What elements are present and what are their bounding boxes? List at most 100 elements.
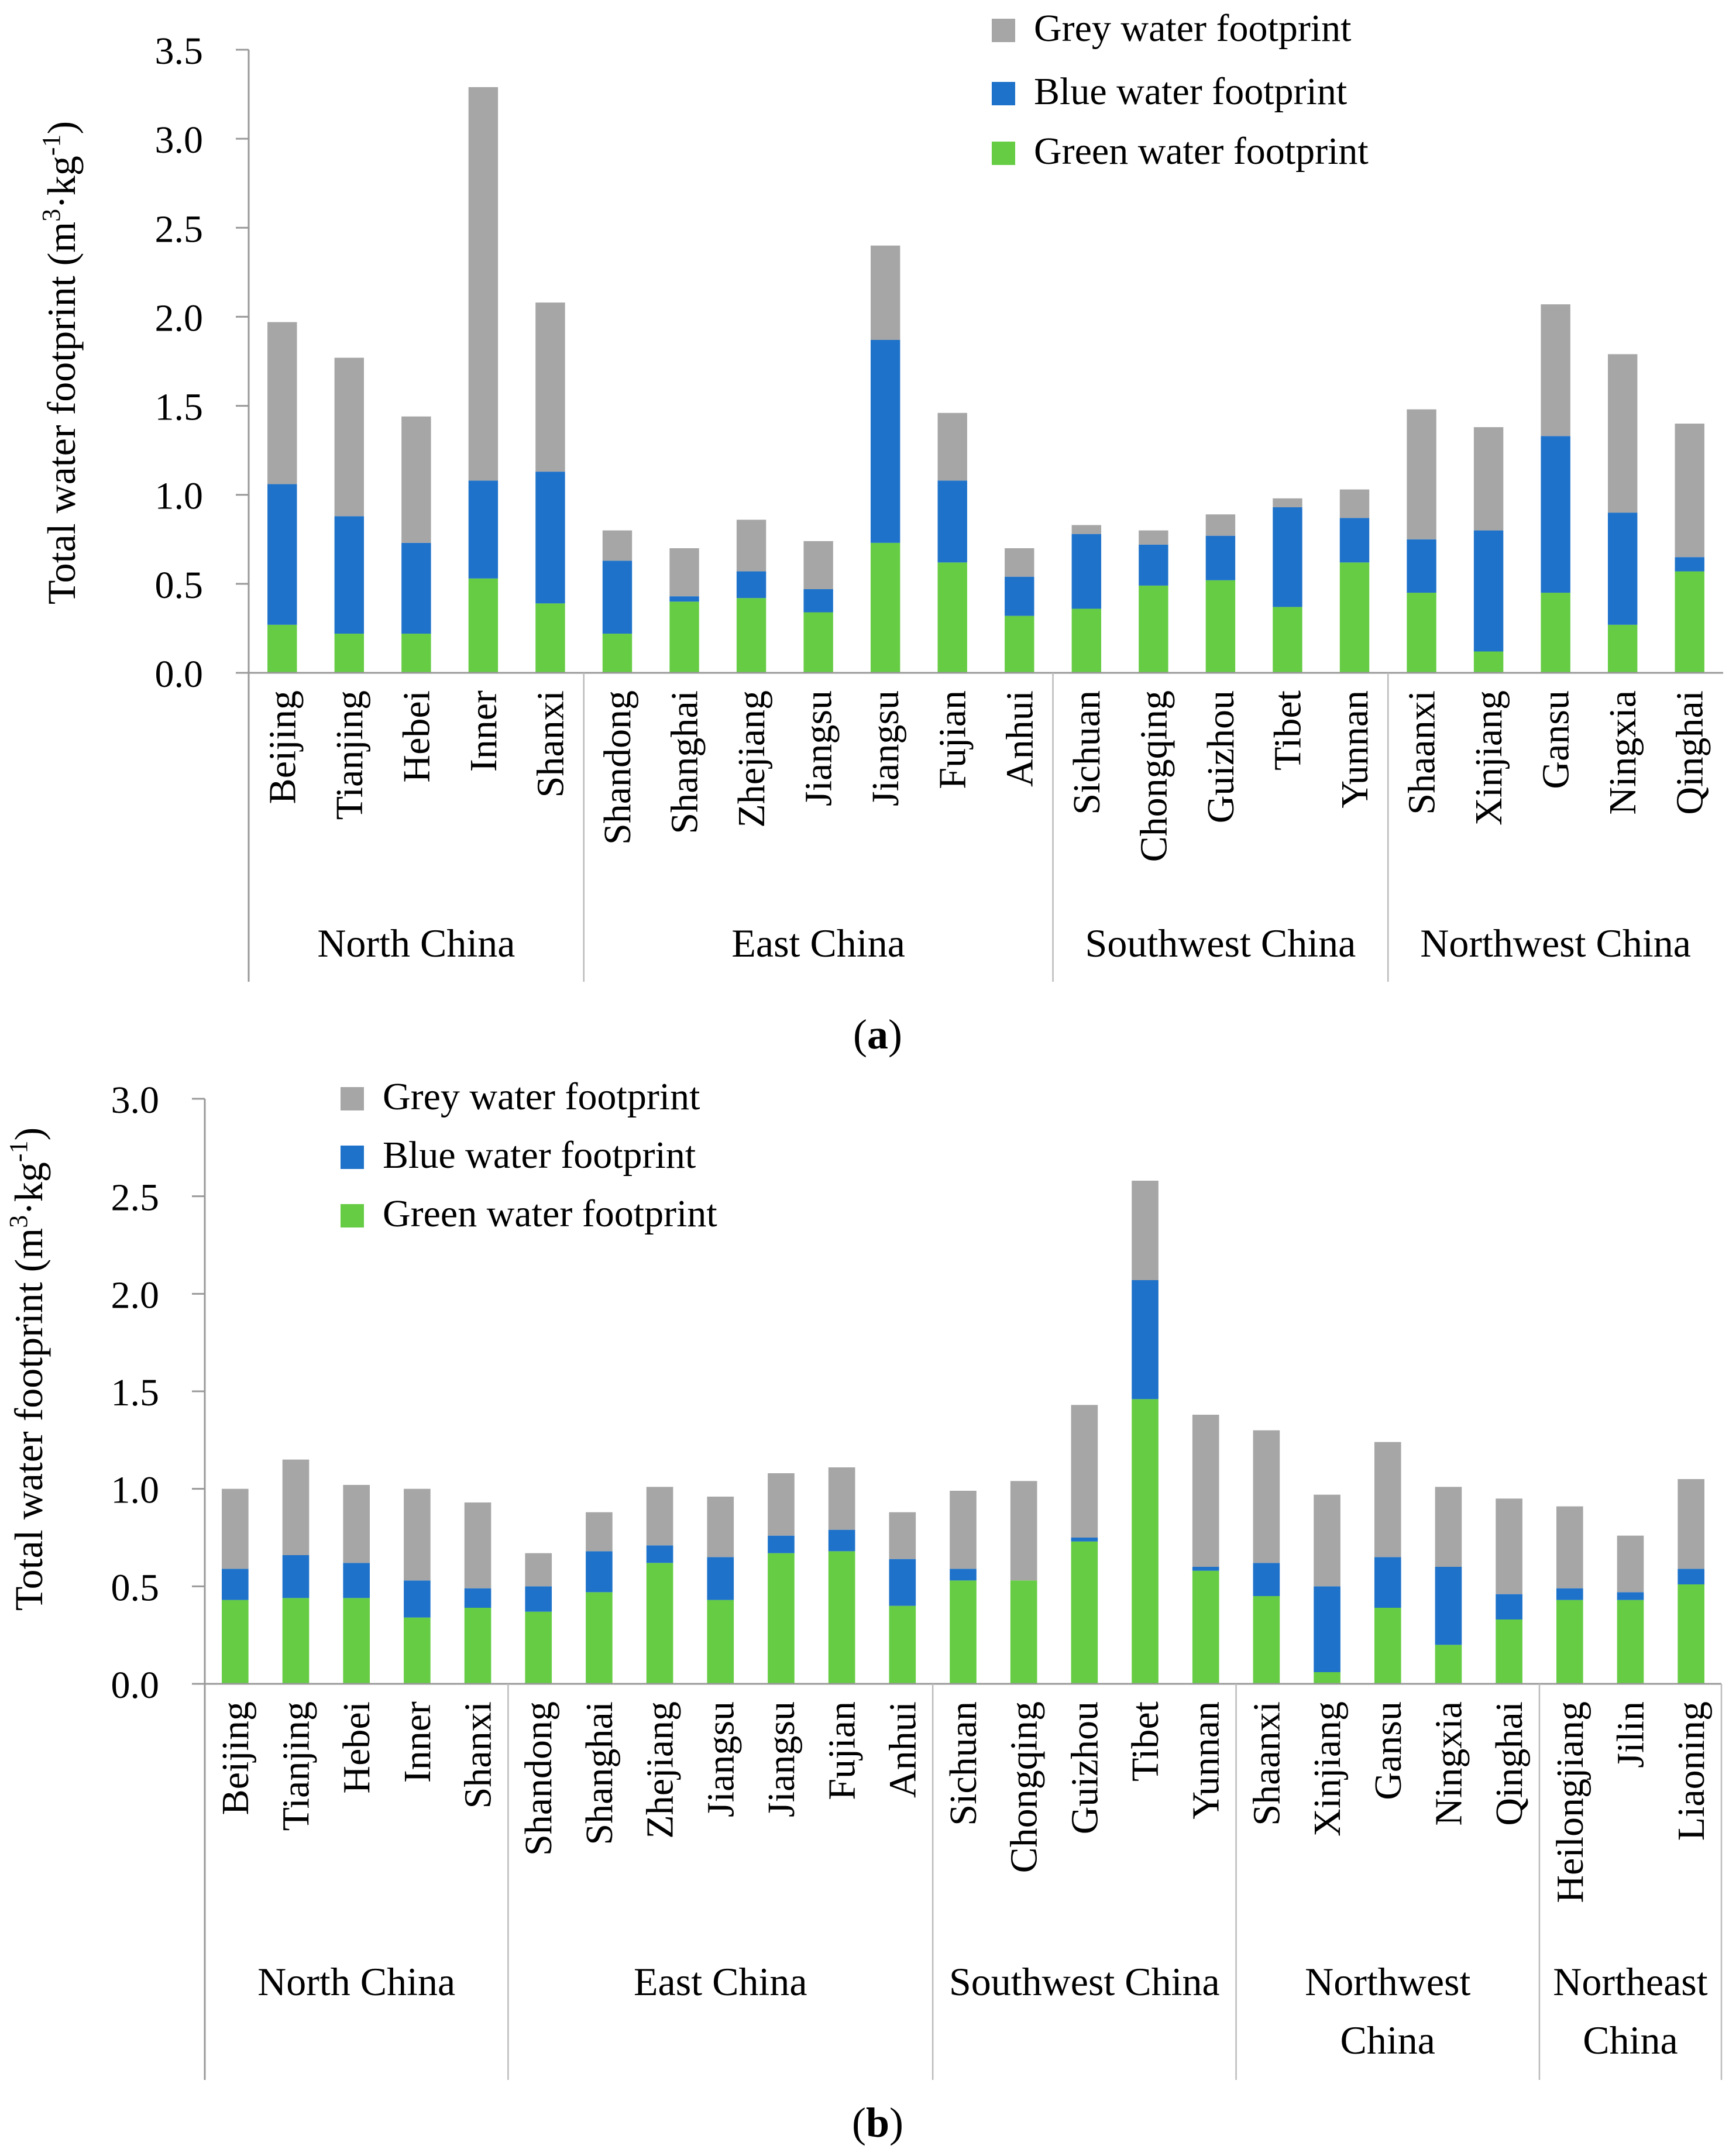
bar-segment-green [736,598,766,673]
bar-segment-grey [525,1553,552,1587]
bar-segment-blue [401,542,431,634]
bar-segment-blue [1005,576,1034,616]
bar-segment-green [267,624,297,673]
bar-segment-grey [646,1487,673,1546]
y-tick-label: 3.5 [155,30,204,73]
x-category-label: Xinjiang [1306,1701,1349,1837]
bar-segment-blue [525,1586,552,1612]
x-category-label: Qinghai [1488,1701,1531,1826]
x-category-label: Shanghai [664,690,706,834]
bar-segment-grey [1374,1442,1401,1557]
bar-segment-blue [803,589,833,613]
bar-segment-green [602,634,633,673]
bar-segment-blue [889,1559,916,1606]
y-tick-label: 3.0 [155,119,204,161]
bar-segment-green [1132,1399,1159,1684]
chart-panel-a: 0.0 0.5 1.0 1.5 2.0 2.5 3.0 3.5 Total water foot… [37,7,1723,1058]
y-tick-label: 2.5 [111,1177,160,1219]
bar-segment-green [1071,608,1102,673]
bar-segment-grey [1071,1405,1098,1538]
bar-segment-grey [535,302,565,472]
x-category-label: Beijing [261,690,304,804]
x-category-label: Liaoning [1670,1701,1713,1841]
bar-segment-blue [222,1569,249,1600]
bar-segment-green [1435,1645,1462,1684]
bar-segment-grey [1678,1479,1704,1569]
bar-segment-grey [950,1491,977,1569]
legend-swatch-blue [992,82,1015,105]
bar-segment-blue [1339,518,1370,563]
group-label: Northwest China [1420,921,1691,965]
bar-segment-blue [1675,557,1704,572]
x-category-label: Shandong [517,1701,560,1856]
x-category-label: Sichuan [1065,690,1108,815]
bar-segment-grey [828,1467,855,1530]
bar-segment-green [1541,593,1570,673]
x-category-label: Jiangsu [699,1701,742,1817]
bar-segment-green [535,603,565,673]
bar-segment-grey [222,1488,249,1569]
bar-segment-grey [736,520,766,572]
bar-segment-blue [1273,507,1302,607]
bar-segment-green [1473,651,1504,673]
bar-segment-grey [1617,1535,1644,1593]
legend-swatch-green [992,142,1015,165]
bar-segment-green [222,1600,249,1684]
bar-segment-green [1617,1600,1644,1684]
y-tick-label: 0.0 [111,1664,160,1707]
legend-label-green: Green water footprint [383,1192,717,1235]
bar-segment-green [525,1611,552,1684]
panel-label: (a) [853,1011,902,1058]
x-category-label: Jiangsu [760,1701,803,1817]
bar-segment-grey [282,1459,310,1555]
x-category-label: Shanxi [529,690,572,797]
bar-segment-blue [828,1529,855,1552]
legend-label-green: Green water footprint [1034,130,1369,173]
bar-segment-blue [1192,1567,1219,1571]
legend-label-grey: Grey water footprint [1034,7,1351,50]
bar-segment-green [828,1551,855,1684]
bar-segment-grey [1473,427,1504,531]
bar-segment-green [1675,571,1704,673]
group-label: Northwest [1305,1959,1470,2004]
x-category-label: Beijing [214,1701,257,1815]
bar-segment-green [1314,1672,1340,1684]
bar-segment-blue [343,1563,370,1598]
bar-segment-green [1192,1570,1219,1684]
legend-swatch-green [341,1204,364,1227]
bar-segment-grey [1541,304,1570,436]
x-category-label: Sichuan [942,1701,985,1826]
bar-segment-green [768,1553,795,1684]
bar-segment-green [950,1580,977,1684]
bar-segment-grey [889,1512,916,1559]
bar-segment-blue [669,596,699,602]
bar-segment-grey [1407,409,1436,539]
bar-segment-blue [1541,436,1570,593]
x-category-label: Inner [396,1701,439,1783]
bar-segment-blue [1496,1594,1522,1619]
bar-segment-green [1273,607,1302,673]
bar-segment-blue [768,1535,795,1553]
legend-label-blue: Blue water footprint [383,1134,696,1177]
y-axis-title: Total water footprint (m3·kg-1) [4,1127,51,1611]
bar-segment-blue [1071,1538,1098,1542]
bar-segment-blue [602,561,633,634]
x-category-label: Shanghai [578,1701,621,1845]
bar-segment-blue [1132,1280,1159,1399]
bar-segment-grey [1607,354,1638,513]
bar-segment-blue [1253,1563,1280,1596]
bar-segment-blue [646,1545,673,1563]
x-category-label: Anhui [881,1701,924,1798]
bar-segment-blue [950,1569,977,1581]
bar-segment-grey [1071,525,1102,534]
bar-segment-green [1339,562,1370,673]
group-label: Northeast [1553,1959,1707,2004]
x-category-label: Xinjiang [1467,690,1510,826]
x-category-label: Gansu [1535,690,1577,789]
bar-segment-green [937,562,967,673]
x-category-label: Shandong [596,690,639,845]
x-category-label: Chongqing [1003,1701,1046,1873]
group-label: North China [257,1959,455,2004]
bar-segment-grey [1010,1481,1037,1581]
x-category-label: Jiangsu [798,690,840,806]
